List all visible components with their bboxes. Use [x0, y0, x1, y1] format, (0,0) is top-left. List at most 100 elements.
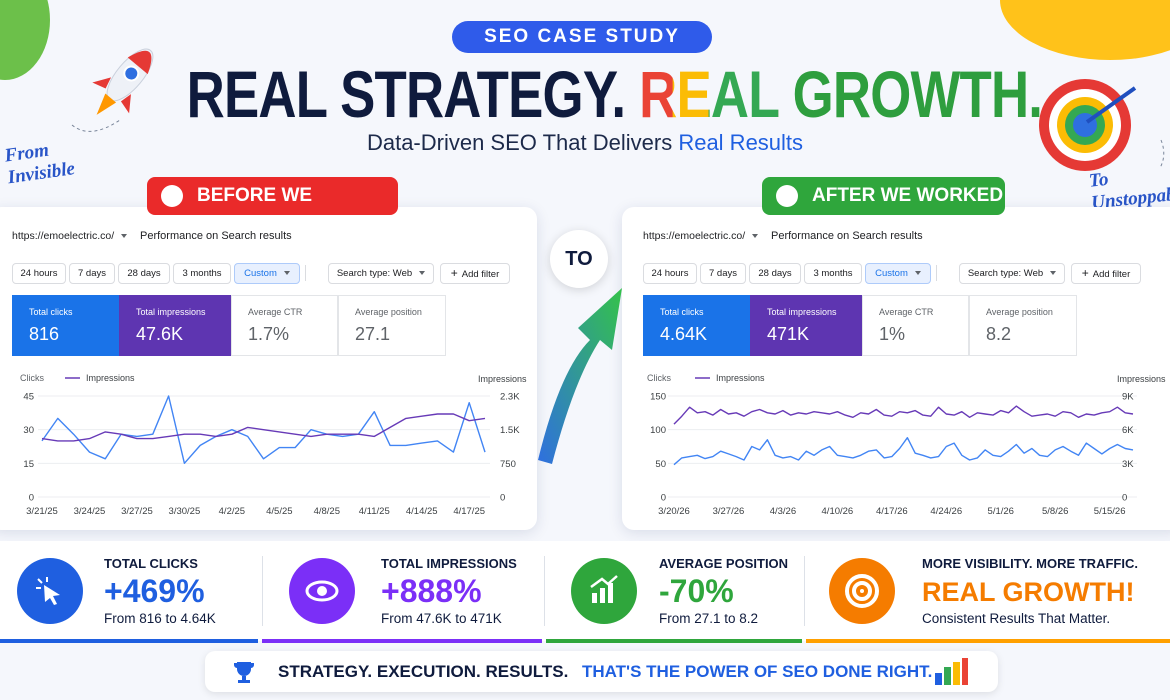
range-text: 24 hours	[20, 268, 58, 279]
stat-value: -70%	[659, 573, 734, 609]
target-icon	[1039, 79, 1165, 171]
stat-icon	[17, 558, 83, 624]
y2-tick-label: 1.5K	[500, 425, 520, 436]
range-text: 3 months	[813, 268, 853, 279]
metric-label: Total impressions	[136, 307, 206, 317]
series-line	[41, 395, 486, 464]
x-tick-label: 4/24/26	[930, 506, 962, 517]
subtitle-highlight: Real Results	[678, 130, 804, 155]
y2-tick-label: 3K	[1122, 459, 1134, 470]
after-label-text: AFTER WE WORKED	[812, 185, 1004, 206]
metric-card: Total clicks 4.64K	[643, 295, 750, 356]
y-tick-label: 100	[650, 425, 666, 436]
x-tick-label: 3/27/26	[713, 506, 745, 517]
x-tick-label: 4/3/26	[770, 506, 796, 517]
range-button[interactable]: 7 days	[69, 263, 115, 284]
metric-card: Average CTR 1.7%	[231, 295, 338, 356]
add-filter-text: Add filter	[1092, 269, 1131, 280]
panel-after	[622, 207, 1170, 530]
label-icon	[776, 185, 798, 207]
label-icon	[161, 185, 183, 207]
bars-icon	[935, 658, 968, 685]
metric-label: Average position	[986, 307, 1053, 317]
corner-blob	[1000, 0, 1170, 60]
report: Performance on Search results	[771, 230, 923, 242]
subtitle-text: Data-Driven SEO That Delivers	[366, 130, 673, 155]
range-button[interactable]: 24 hours	[643, 263, 697, 284]
y2-axis-title: Impressions	[1117, 374, 1166, 384]
add-filter[interactable]: + Add filter	[1071, 263, 1141, 284]
metric-card: Total impressions 47.6K	[119, 295, 231, 356]
metric-label: Total impressions	[767, 307, 837, 317]
y-axis-title: Clicks	[647, 373, 671, 383]
y2-tick-label: 750	[500, 459, 516, 470]
x-tick-label: 3/20/26	[658, 506, 690, 517]
site: https://emoelectric.co/	[643, 230, 759, 242]
range-button[interactable]: 3 months	[804, 263, 862, 284]
range-text: 7 days	[709, 268, 737, 279]
chart-after: 0 50 100 150 0 3K 6K 9K Clicks Impressions Impress…	[647, 373, 1166, 517]
range-button[interactable]: Custom	[234, 263, 300, 284]
note-to: To Unstoppable	[1090, 168, 1170, 209]
stat-detail: From 27.1 to 8.2	[659, 611, 759, 626]
range-button[interactable]: 7 days	[700, 263, 746, 284]
rocket	[71, 48, 154, 132]
footer: STRATEGY. EXECUTION. RESULTS. THAT'S THE…	[205, 651, 998, 692]
search-type[interactable]: Search type: Web	[328, 263, 434, 284]
title-c: GROWTH.	[792, 57, 1043, 131]
x-tick-label: 3/27/25	[121, 506, 153, 517]
report: Performance on Search results	[140, 230, 292, 242]
range-text: Custom	[875, 268, 908, 279]
range-button[interactable]: 28 days	[749, 263, 801, 284]
trophy-icon	[234, 662, 254, 683]
add-filter[interactable]: + Add filter	[440, 263, 510, 284]
y-axis-title: Clicks	[20, 373, 44, 383]
range-button[interactable]: 3 months	[173, 263, 231, 284]
footer-highlight: THAT'S THE POWER OF SEO DONE RIGHT.	[582, 662, 933, 681]
range-text: 28 days	[758, 268, 792, 279]
metric-value: 1%	[879, 324, 906, 344]
metric-value: 8.2	[986, 324, 1012, 344]
metric-value: 47.6K	[136, 324, 184, 344]
range-button[interactable]: 28 days	[118, 263, 170, 284]
stat-label: MORE VISIBILITY. MORE TRAFFIC.	[922, 556, 1138, 571]
range-text: 28 days	[127, 268, 161, 279]
dart	[1085, 86, 1137, 124]
series-line	[673, 437, 1134, 466]
stat-label: TOTAL IMPRESSIONS	[381, 556, 517, 571]
series-line	[673, 405, 1134, 425]
stats-row: TOTAL CLICKS +469% From 816 to 4.64K TOTAL …	[0, 541, 1170, 641]
x-tick-label: 4/8/25	[314, 506, 340, 517]
legend-label: Impressions	[716, 373, 765, 383]
divider	[305, 265, 306, 281]
stat-label: TOTAL CLICKS	[104, 556, 198, 571]
metric-value: 1.7%	[248, 324, 290, 344]
range-button[interactable]: Custom	[865, 263, 931, 284]
site: https://emoelectric.co/	[12, 230, 128, 242]
x-tick-label: 4/17/26	[876, 506, 908, 517]
metric-value: 4.64K	[660, 324, 708, 344]
x-tick-label: 4/2/25	[219, 506, 245, 517]
x-tick-label: 5/15/26	[1094, 506, 1126, 517]
search-type[interactable]: Search type: Web	[959, 263, 1065, 284]
stat-icon	[571, 558, 637, 624]
stat-detail: Consistent Results That Matter.	[922, 611, 1111, 626]
after-label: AFTER WE WORKED	[762, 177, 1005, 215]
metric-label: Average position	[355, 307, 422, 317]
x-tick-label: 4/17/25	[453, 506, 485, 517]
metric-label: Average CTR	[248, 307, 303, 317]
connector: TO	[550, 230, 608, 288]
metric-card: Total impressions 471K	[750, 295, 862, 356]
search-type-text: Search type: Web	[336, 268, 413, 279]
x-tick-label: 4/10/26	[822, 506, 854, 517]
y2-tick-label: 6K	[1122, 425, 1134, 436]
metric-card: Total clicks 816	[12, 295, 119, 356]
y-tick-label: 0	[29, 493, 34, 504]
range-button[interactable]: 24 hours	[12, 263, 66, 284]
plus-icon: +	[450, 266, 458, 280]
stat-value: +888%	[381, 573, 482, 609]
stat-icon	[289, 558, 355, 624]
arrow-shape	[538, 288, 622, 464]
dashed-path	[1159, 139, 1165, 169]
